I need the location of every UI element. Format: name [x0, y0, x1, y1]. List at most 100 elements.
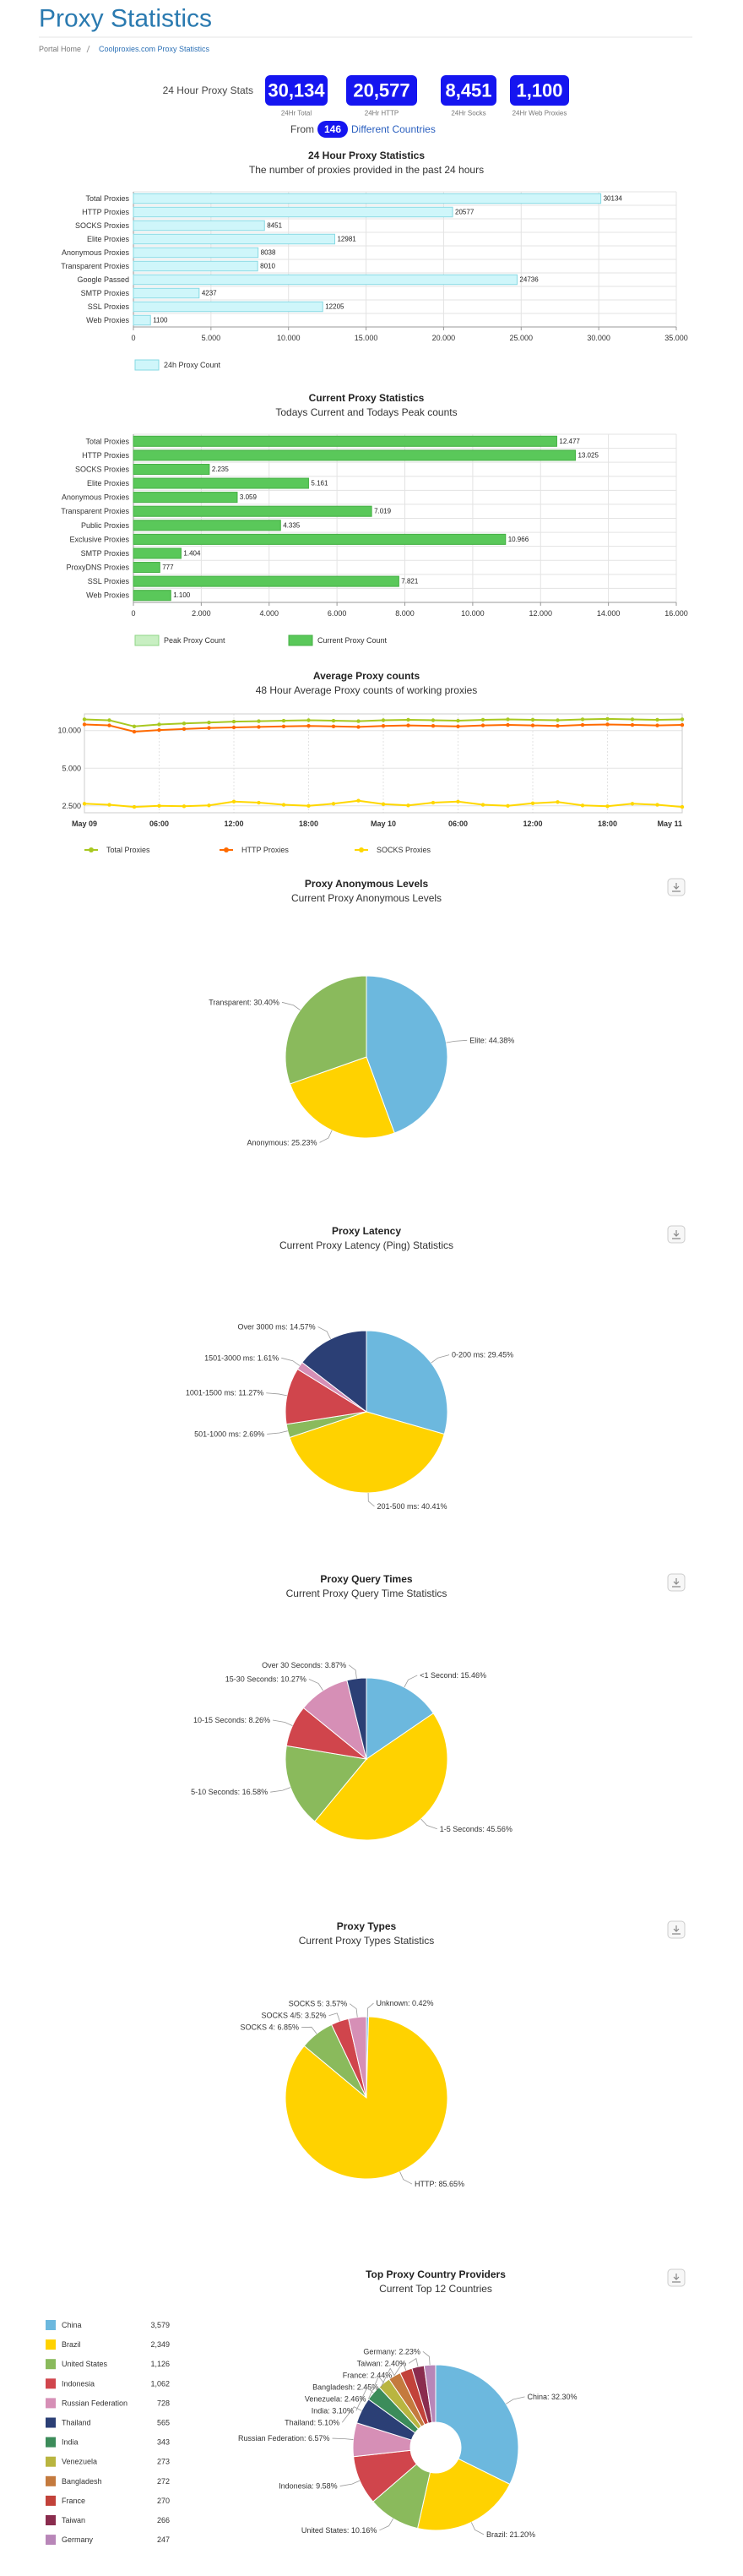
- point: [556, 800, 560, 804]
- breadcrumb[interactable]: Coolproxies.com Proxy Statistics: [99, 45, 210, 53]
- leader-line: [328, 2012, 340, 2022]
- slice-label: Germany: 2.23%: [363, 2347, 420, 2355]
- point: [605, 722, 610, 727]
- bar: [133, 260, 258, 272]
- bar: [133, 206, 453, 218]
- data-label: 1.404: [183, 549, 201, 557]
- download-icon[interactable]: [672, 883, 681, 892]
- legend-label[interactable]: SOCKS Proxies: [377, 846, 431, 854]
- y-tick-label: Anonymous Proxies: [62, 248, 130, 257]
- point: [480, 717, 485, 722]
- chart-subtitle: Current Proxy Latency (Ping) Statistics: [279, 1239, 453, 1251]
- y-tick-label: Public Proxies: [81, 521, 130, 530]
- legend-swatch[interactable]: [46, 2378, 56, 2389]
- legend-swatch[interactable]: [46, 2535, 56, 2546]
- legend-swatch[interactable]: [46, 2398, 56, 2409]
- breadcrumb-separator: [86, 45, 90, 53]
- point: [231, 725, 236, 730]
- chart-title: Current Proxy Statistics: [309, 392, 425, 404]
- legend-label[interactable]: HTTP Proxies: [241, 846, 289, 854]
- x-tick-label: May 11: [657, 820, 682, 828]
- chart-subtitle: The number of proxies provided in the pa…: [249, 164, 484, 176]
- legend-label[interactable]: Current Proxy Count: [317, 636, 388, 645]
- legend-swatch[interactable]: [46, 2437, 56, 2448]
- stat-box: [265, 75, 328, 106]
- x-tick-label: 2.000: [192, 609, 211, 618]
- data-label: 8038: [261, 249, 276, 257]
- point: [530, 723, 535, 727]
- point: [431, 800, 436, 805]
- legend-swatch[interactable]: [46, 2417, 56, 2428]
- legend-swatch[interactable]: [46, 2339, 56, 2350]
- data-label: 13.025: [578, 451, 599, 459]
- x-tick-label: 12:00: [224, 820, 243, 828]
- legend-swatch[interactable]: [46, 2359, 56, 2370]
- legend-label[interactable]: Total Proxies: [106, 846, 150, 854]
- legend-swatch[interactable]: [46, 2320, 56, 2330]
- legend-swatch[interactable]: [288, 634, 313, 646]
- point: [456, 718, 460, 723]
- point: [157, 803, 161, 808]
- download-icon[interactable]: [672, 2274, 681, 2283]
- point: [605, 716, 610, 722]
- chart-subtitle: Current Proxy Query Time Statistics: [286, 1588, 447, 1599]
- stat-value: 30,134: [268, 80, 325, 101]
- leader-line: [404, 1675, 418, 1688]
- slice-label: Elite: 44.38%: [469, 1036, 514, 1044]
- x-tick-label: 35.000: [664, 334, 688, 342]
- x-tick-label: 0: [131, 334, 135, 342]
- y-tick-label: SSL Proxies: [88, 302, 130, 311]
- stat-label: 24Hr Socks: [451, 110, 485, 117]
- bar: [133, 463, 210, 475]
- slice-label: 1-5 Seconds: 45.56%: [440, 1825, 513, 1833]
- slice-label: Russian Federation: 6.57%: [238, 2434, 330, 2443]
- pie-slice: [416, 2458, 511, 2531]
- country-name: Taiwan: [62, 2516, 85, 2524]
- data-label: 777: [162, 564, 174, 571]
- download-icon[interactable]: [672, 1578, 681, 1588]
- bar: [133, 435, 557, 447]
- legend-swatch[interactable]: [46, 2495, 56, 2506]
- point: [107, 723, 111, 727]
- x-tick-label: 16.000: [664, 609, 688, 618]
- point: [655, 803, 659, 807]
- breadcrumb[interactable]: Portal Home: [39, 45, 81, 53]
- leader-line: [301, 2026, 317, 2034]
- chart-subtitle: Current Top 12 Countries: [379, 2283, 492, 2295]
- legend-swatch[interactable]: [46, 2515, 56, 2525]
- legend-marker[interactable]: [89, 847, 94, 852]
- stat-box: [441, 75, 496, 106]
- legend-marker[interactable]: [224, 847, 229, 852]
- x-tick-label: 06:00: [149, 820, 169, 828]
- bar: [133, 492, 238, 504]
- x-tick-label: 18:00: [299, 820, 318, 828]
- legend-label[interactable]: 24h Proxy Count: [164, 361, 221, 369]
- download-icon[interactable]: [672, 1925, 681, 1935]
- point: [132, 724, 137, 729]
- legend-swatch[interactable]: [46, 2456, 56, 2467]
- point: [331, 802, 336, 806]
- point: [207, 803, 211, 808]
- legend-swatch[interactable]: [134, 359, 160, 371]
- leader-line: [393, 2361, 407, 2376]
- country-name: United States: [62, 2360, 108, 2368]
- point: [207, 726, 211, 730]
- download-icon[interactable]: [672, 1230, 681, 1239]
- pie-slice: [366, 975, 448, 1134]
- point: [281, 724, 286, 729]
- point: [207, 721, 211, 725]
- slice-label: <1 Second: 15.46%: [420, 1671, 486, 1680]
- legend-marker[interactable]: [359, 847, 364, 852]
- y-tick-label: Elite Proxies: [87, 235, 130, 243]
- data-label: 1.100: [173, 591, 191, 599]
- legend-swatch[interactable]: [134, 634, 160, 646]
- pie-slice: [285, 1368, 368, 1425]
- leader-line: [267, 1430, 288, 1435]
- country-name: Germany: [62, 2535, 94, 2544]
- country-count: 728: [157, 2399, 170, 2407]
- data-label: 12.477: [559, 438, 580, 445]
- legend-swatch[interactable]: [46, 2475, 56, 2486]
- country-count: 247: [157, 2535, 170, 2544]
- stat-value: 8,451: [445, 80, 491, 101]
- legend-label[interactable]: Peak Proxy Count: [164, 636, 225, 645]
